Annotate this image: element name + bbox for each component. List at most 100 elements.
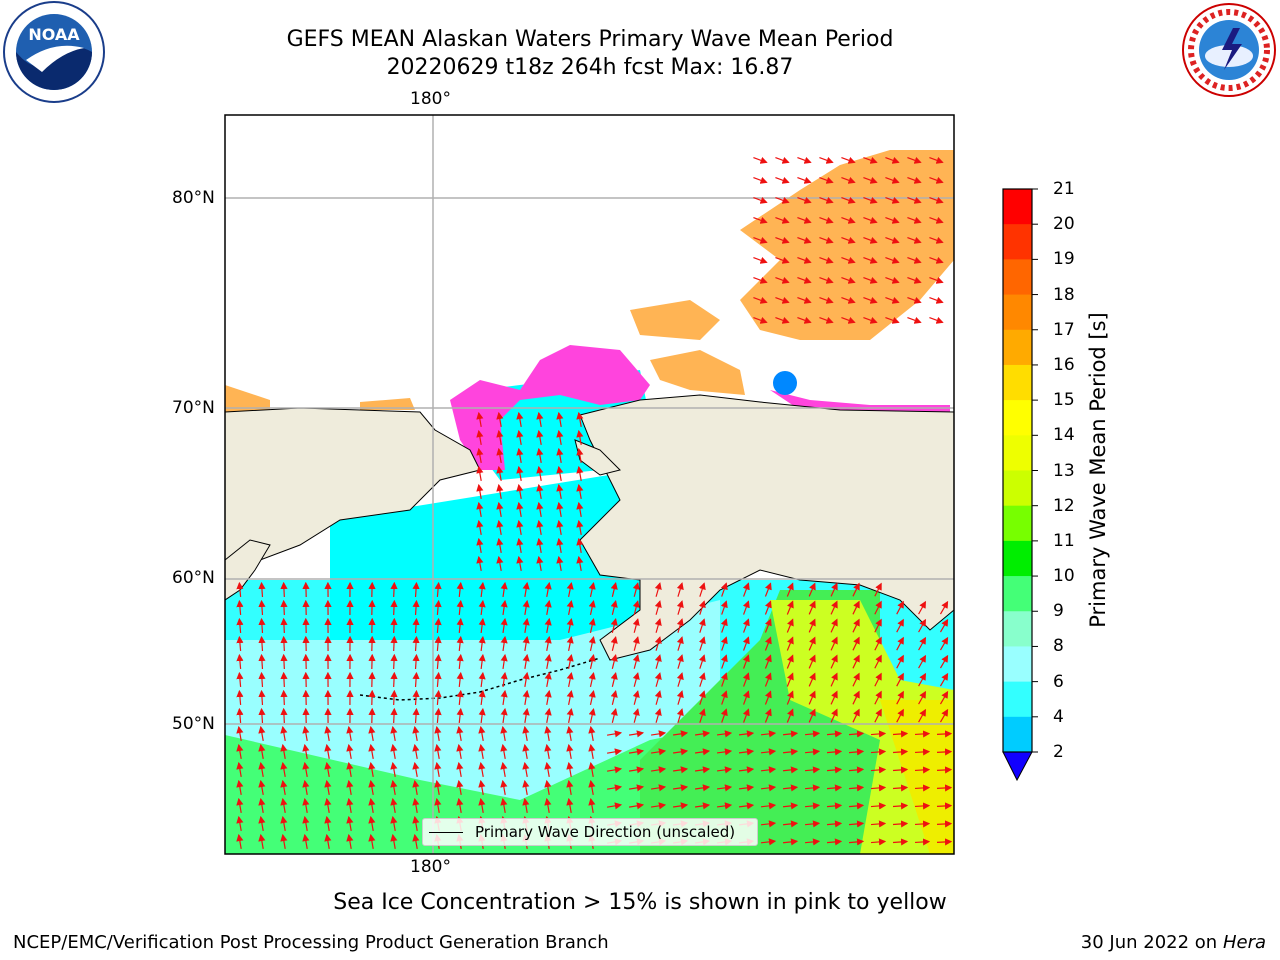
wave-arrow — [412, 581, 420, 598]
wave-arrow — [841, 276, 856, 284]
wave-arrow — [830, 636, 838, 651]
wave-arrow — [368, 761, 376, 777]
wave-arrow — [456, 671, 464, 688]
wave-arrow — [918, 600, 926, 615]
wave-arrow — [412, 671, 420, 688]
wave-arrow — [760, 838, 777, 846]
wave-arrow — [786, 636, 794, 651]
wave-arrow — [302, 725, 310, 741]
wave-arrow — [588, 761, 596, 777]
wave-arrow — [892, 820, 909, 828]
wave-arrow — [588, 725, 596, 741]
wave-arrow — [280, 581, 288, 598]
wave-arrow — [782, 820, 799, 828]
wave-arrow — [478, 599, 486, 616]
wave-arrow — [775, 236, 790, 244]
wave-arrow — [797, 196, 812, 204]
wave-arrow — [544, 725, 552, 741]
wave-arrow — [694, 730, 711, 738]
wave-arrow — [742, 708, 750, 723]
wave-arrow — [698, 708, 706, 723]
wave-arrow — [753, 156, 768, 164]
wave-arrow — [885, 156, 900, 164]
wave-arrow — [782, 748, 799, 756]
wave-arrow — [654, 690, 662, 705]
wave-arrow — [496, 501, 504, 517]
wave-arrow — [753, 316, 768, 324]
wave-arrow — [797, 236, 812, 244]
wave-arrow — [698, 618, 706, 633]
wave-arrow — [536, 447, 544, 463]
wave-arrow — [434, 635, 442, 652]
colorbar-tick-label: 20 — [1053, 214, 1075, 235]
wave-arrow — [588, 581, 596, 597]
wave-arrow — [258, 689, 266, 706]
wave-arrow — [863, 296, 878, 304]
wave-arrow — [434, 707, 442, 724]
wave-arrow — [368, 779, 376, 795]
wave-arrow — [892, 784, 909, 792]
wave-arrow — [516, 447, 524, 463]
wave-arrow — [782, 802, 799, 810]
wave-arrow — [478, 797, 486, 813]
wave-arrow — [500, 671, 508, 688]
wave-arrow — [632, 636, 640, 651]
wave-arrow — [434, 617, 442, 634]
wave-arrow — [280, 761, 288, 777]
wave-arrow — [775, 256, 790, 264]
wave-arrow — [588, 635, 596, 651]
colorbar-tick-label: 12 — [1053, 495, 1075, 516]
wave-arrow — [720, 600, 728, 615]
wave-arrow — [522, 671, 530, 688]
wave-arrow — [848, 838, 865, 846]
wave-arrow — [742, 654, 750, 669]
wave-arrow — [885, 216, 900, 224]
wave-arrow — [302, 797, 310, 813]
wave-arrow — [628, 784, 645, 792]
wave-arrow — [650, 730, 667, 738]
wave-arrow — [804, 730, 821, 738]
colorbar-segment — [1003, 681, 1032, 718]
wave-arrow — [536, 501, 544, 517]
wave-arrow — [456, 779, 464, 795]
colorbar-tick-label: 13 — [1053, 460, 1075, 481]
wave-arrow — [536, 465, 544, 481]
wave-arrow — [753, 296, 768, 304]
wave-arrow — [302, 743, 310, 759]
wave-arrow — [606, 748, 623, 756]
wave-arrow — [456, 707, 464, 724]
wave-arrow — [870, 748, 887, 756]
wave-arrow — [566, 617, 574, 633]
wave-arrow — [841, 216, 856, 224]
wave-arrow — [852, 582, 860, 597]
wave-arrow — [588, 617, 596, 633]
wave-arrow — [478, 653, 486, 670]
wave-arrow — [236, 833, 244, 849]
wave-arrow — [632, 708, 640, 723]
wave-arrow — [556, 519, 564, 535]
wave-arrow — [236, 743, 244, 759]
wave-arrow — [826, 730, 843, 738]
wave-arrow — [907, 256, 922, 264]
wave-arrow — [632, 654, 640, 669]
wave-arrow — [676, 708, 684, 723]
wave-arrow — [654, 654, 662, 669]
wave-arrow — [804, 748, 821, 756]
wave-arrow — [841, 316, 856, 324]
wave-arrow — [606, 730, 623, 738]
wave-arrow — [676, 618, 684, 633]
wave-arrow — [434, 653, 442, 670]
wave-arrow — [258, 671, 266, 688]
wave-arrow — [929, 216, 944, 224]
wave-arrow — [500, 689, 508, 706]
wave-arrow — [610, 672, 618, 687]
wave-arrow — [848, 766, 865, 774]
wave-arrow — [412, 761, 420, 777]
wave-arrow — [936, 766, 953, 774]
colorbar-segment — [1003, 294, 1032, 331]
noaa-logo-icon: NOAA — [3, 1, 105, 103]
wave-arrow — [628, 802, 645, 810]
wave-arrow — [720, 618, 728, 633]
wave-arrow — [476, 537, 484, 553]
wave-arrow — [456, 689, 464, 706]
